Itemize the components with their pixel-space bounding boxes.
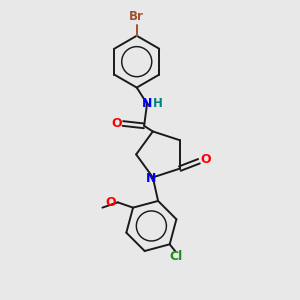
Text: O: O — [200, 153, 211, 166]
Text: Br: Br — [129, 11, 144, 23]
Text: O: O — [106, 196, 116, 209]
Text: Cl: Cl — [169, 250, 182, 263]
Text: N: N — [142, 97, 152, 110]
Text: N: N — [146, 172, 157, 185]
Text: O: O — [111, 117, 122, 130]
Text: H: H — [153, 97, 163, 110]
